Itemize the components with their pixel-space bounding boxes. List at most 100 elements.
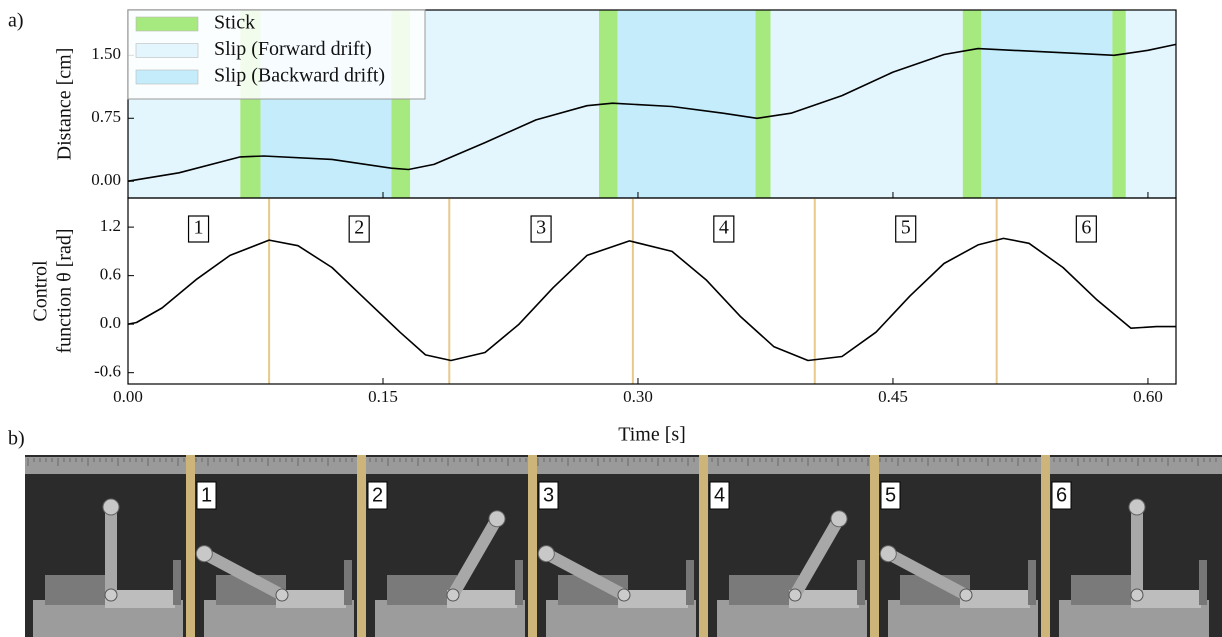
phase-label-box: [187, 215, 210, 243]
y-axis-label: Distance [cm]: [54, 48, 76, 161]
machine-arm: [102, 498, 120, 595]
legend-label: Stick: [214, 12, 255, 34]
pivot: [446, 588, 460, 602]
arm: [201, 548, 284, 599]
phase-label: 3: [536, 217, 546, 239]
x-tick-label: 0.45: [878, 387, 908, 406]
frame-divider: [1041, 455, 1050, 637]
arm-wheel: [879, 545, 897, 563]
frame-divider: [870, 455, 879, 637]
machine-plate: [618, 590, 688, 608]
frame-label: 4: [714, 484, 725, 506]
legend-swatch: [135, 69, 199, 85]
y-tick-label: 0.75: [91, 107, 121, 126]
phase-label-box: [1075, 215, 1097, 243]
arm: [449, 515, 502, 597]
machine-post: [1199, 560, 1207, 605]
phase-label-box: [713, 215, 735, 243]
phase-label-box: [348, 215, 370, 243]
y-axis-label: Control: [30, 260, 52, 322]
photo-strip: 1 2 3 4 5 6: [25, 455, 1222, 637]
x-axis-label: Time [s]: [618, 424, 686, 446]
frame-divider: [699, 455, 708, 637]
frame-label-box: [880, 481, 901, 510]
region: [1125, 10, 1176, 198]
machine-plate: [105, 590, 175, 608]
panel-label: a): [8, 10, 24, 32]
machine-arm: [449, 510, 506, 597]
region: [755, 10, 771, 198]
pivot: [617, 588, 631, 602]
machine-plate: [276, 590, 346, 608]
arm-wheel: [102, 498, 120, 516]
machine-plate: [1131, 590, 1201, 608]
phase-label-box: [895, 215, 917, 243]
region: [410, 10, 599, 198]
machine-arm: [879, 545, 968, 599]
y-tick-label: 1.2: [100, 216, 121, 235]
machine-arm: [791, 510, 848, 597]
data-line: [127, 43, 1177, 182]
frame-divider: [186, 455, 195, 637]
machine-block: [45, 575, 115, 605]
frame-label-box: [196, 481, 217, 510]
phase-label: 4: [719, 217, 729, 239]
machine-post: [686, 560, 694, 605]
arm: [885, 548, 968, 599]
pivot: [275, 588, 289, 602]
y-tick-label: -0.6: [94, 362, 121, 381]
machine-arm: [537, 545, 626, 599]
machine-plate: [447, 590, 517, 608]
frame-label: 2: [372, 484, 383, 506]
machine-block: [1071, 575, 1141, 605]
frame-label-box: [367, 481, 388, 510]
ruler: [25, 457, 1222, 474]
frame-label: 1: [201, 484, 212, 506]
machine-post: [344, 560, 352, 605]
plot-frame: [127, 197, 1177, 385]
panel-label: b): [8, 428, 25, 450]
x-tick-label: 0.00: [113, 387, 143, 406]
legend-label: Slip (Backward drift): [214, 65, 385, 87]
legend-label: Slip (Forward drift): [214, 38, 372, 60]
frame-label-box: [538, 481, 559, 510]
machine-post: [173, 560, 181, 605]
frame-label-box: [709, 481, 730, 510]
frame-label: 3: [543, 484, 554, 506]
y-tick-label: 1.50: [91, 44, 121, 63]
arm-wheel: [830, 510, 848, 528]
x-tick-label: 0.30: [623, 387, 653, 406]
legend-swatch: [135, 43, 199, 58]
x-tick-label: 0.60: [1133, 387, 1163, 406]
y-tick-label: 0.0: [100, 313, 121, 332]
phase-label: 6: [1081, 217, 1091, 239]
y-tick-label: 0.00: [91, 170, 121, 189]
y-axis-label: function θ [rad]: [54, 228, 76, 353]
legend-swatch: [135, 16, 199, 32]
pivot: [104, 588, 118, 602]
data-line: [127, 237, 1176, 362]
machine-arm: [1128, 498, 1146, 595]
frame-label: 6: [1056, 484, 1067, 506]
pivot: [788, 588, 802, 602]
frame-divider: [357, 455, 366, 637]
pivot: [1130, 588, 1144, 602]
machine-plate: [960, 590, 1030, 608]
machine-block: [729, 575, 799, 605]
frame-label: 5: [885, 484, 896, 506]
phase-label-box: [530, 215, 552, 243]
region: [962, 10, 982, 198]
phase-label: 5: [901, 217, 911, 239]
arm: [105, 505, 117, 595]
arm-wheel: [488, 510, 506, 528]
region: [770, 10, 963, 198]
arm: [543, 548, 626, 599]
machine-post: [1028, 560, 1036, 605]
arm: [791, 515, 844, 597]
pivot: [959, 588, 973, 602]
arm-wheel: [537, 545, 555, 563]
machine-post: [515, 560, 523, 605]
x-tick-label: 0.15: [368, 387, 398, 406]
arm-wheel: [195, 545, 213, 563]
